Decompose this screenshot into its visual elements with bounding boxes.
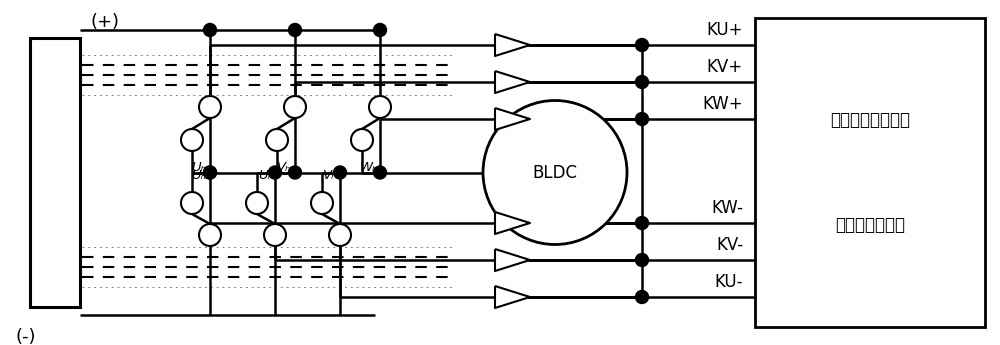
- Text: KW+: KW+: [702, 95, 743, 113]
- Polygon shape: [495, 34, 530, 56]
- Text: KV-: KV-: [716, 236, 743, 254]
- Circle shape: [266, 129, 288, 151]
- Circle shape: [311, 192, 333, 214]
- Text: Uₕ: Uₕ: [192, 161, 207, 174]
- Text: KV+: KV+: [707, 58, 743, 76]
- Bar: [755, 18, 985, 327]
- Circle shape: [483, 100, 627, 245]
- Circle shape: [181, 192, 203, 214]
- Polygon shape: [495, 108, 530, 130]
- Circle shape: [636, 39, 648, 51]
- Text: (+): (+): [90, 13, 119, 31]
- Polygon shape: [495, 212, 530, 234]
- Circle shape: [181, 129, 203, 151]
- Circle shape: [351, 129, 373, 151]
- Circle shape: [204, 23, 217, 37]
- Circle shape: [264, 224, 286, 246]
- Circle shape: [334, 166, 347, 179]
- Text: Vₗ: Vₗ: [323, 169, 335, 182]
- Circle shape: [374, 166, 387, 179]
- Text: 时间差测量和这些: 时间差测量和这些: [830, 111, 910, 129]
- Text: KU+: KU+: [706, 21, 743, 39]
- Circle shape: [246, 192, 268, 214]
- Circle shape: [199, 224, 221, 246]
- Circle shape: [284, 96, 306, 118]
- Circle shape: [636, 254, 648, 266]
- Text: (-): (-): [15, 328, 36, 345]
- Text: Vₕ: Vₕ: [277, 161, 291, 174]
- Text: Uₗ: Uₗ: [258, 169, 270, 182]
- Circle shape: [374, 23, 387, 37]
- Circle shape: [268, 166, 282, 179]
- Circle shape: [636, 112, 648, 126]
- Polygon shape: [495, 71, 530, 93]
- Polygon shape: [495, 286, 530, 308]
- Circle shape: [369, 96, 391, 118]
- Bar: [30, 38, 80, 307]
- Circle shape: [199, 96, 221, 118]
- Circle shape: [636, 290, 648, 304]
- Circle shape: [636, 217, 648, 229]
- Text: KU-: KU-: [714, 273, 743, 291]
- Text: KW-: KW-: [711, 199, 743, 217]
- Circle shape: [636, 76, 648, 89]
- Text: BLDC: BLDC: [532, 164, 578, 181]
- Text: Wₕ: Wₕ: [360, 161, 378, 174]
- Circle shape: [289, 166, 302, 179]
- Circle shape: [204, 166, 217, 179]
- Circle shape: [329, 224, 351, 246]
- Circle shape: [289, 23, 302, 37]
- Text: Uₕ: Uₕ: [192, 169, 207, 182]
- Polygon shape: [495, 249, 530, 271]
- Circle shape: [204, 166, 217, 179]
- Text: 差的比较和评价: 差的比较和评价: [835, 216, 905, 234]
